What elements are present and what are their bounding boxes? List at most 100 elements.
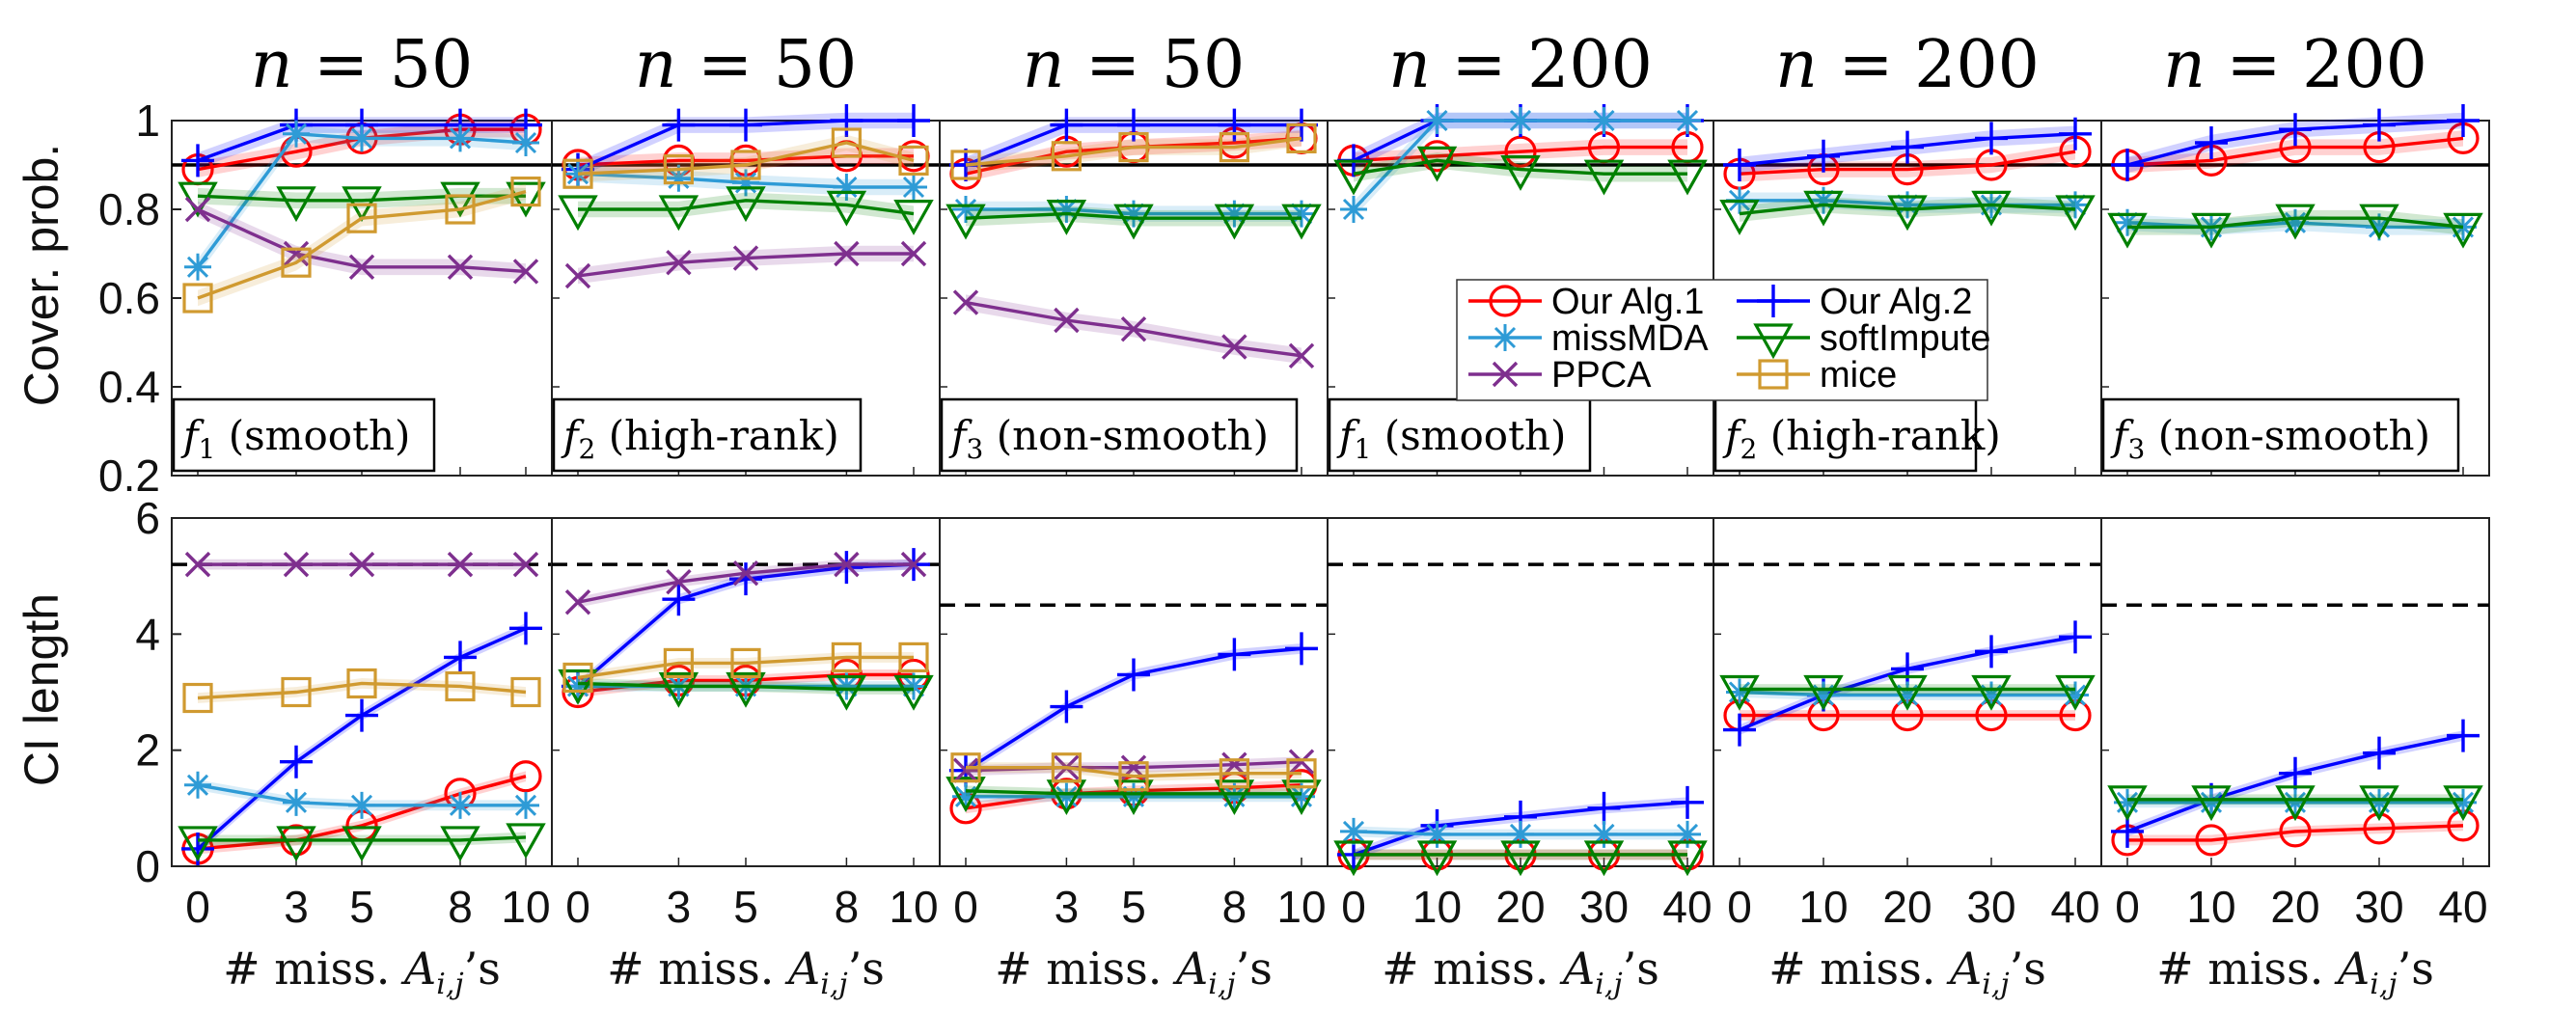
point-softImpute — [1971, 674, 2012, 711]
x-tick-label: 3 — [667, 882, 692, 932]
x-axis-label: # miss. Ai,j’s — [2156, 942, 2434, 1001]
point-missMDA — [283, 788, 310, 816]
point-softImpute — [276, 826, 316, 862]
series-alg2 — [1723, 117, 2092, 181]
point-mice — [831, 127, 863, 158]
legend-label: PPCA — [1551, 355, 1652, 396]
panel-coverage-5: n = 200 f2 (high-rank) — [1713, 27, 2102, 477]
annotation-text: f1 (smooth) — [1336, 412, 1566, 465]
x-tick-label: 5 — [1121, 882, 1146, 932]
annotation-text: f3 (non-smooth) — [948, 412, 1269, 465]
point-PPCA — [564, 262, 591, 289]
point-PPCA — [184, 196, 211, 223]
point-mice — [1118, 132, 1149, 163]
panel-length-6: 0 10 20 30 40# miss. Ai,j’s — [2100, 517, 2490, 1001]
point-PPCA — [564, 589, 591, 615]
band-PPCA — [578, 245, 914, 285]
y-tick-label: 6 — [135, 493, 160, 543]
point-mice — [950, 752, 981, 783]
line-softImpute — [1739, 203, 2076, 216]
point-softImpute — [1667, 159, 1708, 196]
point-softImpute — [2055, 195, 2096, 232]
point-PPCA — [447, 551, 474, 578]
x-tick-label: 5 — [733, 882, 758, 932]
point-missMDA — [2366, 213, 2393, 241]
point-alg2 — [2447, 104, 2480, 137]
point-alg2 — [1218, 638, 1251, 671]
point-softImpute — [2107, 212, 2148, 249]
point-alg2 — [830, 104, 863, 137]
band-missMDA — [198, 779, 526, 811]
point-softImpute — [1583, 159, 1625, 196]
point-missMDA — [348, 791, 375, 819]
point-softImpute — [558, 669, 598, 705]
x-tick-label: 8 — [835, 882, 860, 932]
series-alg2 — [562, 548, 930, 703]
point-softImpute — [945, 204, 986, 240]
point-alg2 — [280, 745, 313, 778]
annotation-box — [2101, 397, 2460, 473]
point-alg2 — [1891, 130, 1924, 164]
x-tick-label: 0 — [2115, 882, 2140, 932]
x-tick-label: 10 — [501, 882, 550, 932]
series-mice — [950, 752, 1317, 792]
point-alg2 — [509, 612, 542, 645]
legend-item-alg2: Our Alg.2 — [1737, 282, 1972, 322]
point-alg2 — [444, 641, 477, 674]
point-softImpute — [1113, 204, 1154, 240]
point-alg2 — [662, 583, 696, 616]
point-alg2 — [897, 104, 930, 137]
point-softImpute — [826, 674, 867, 711]
band-softImpute — [578, 192, 914, 222]
point-missMDA — [447, 791, 474, 819]
x-tick-label: 3 — [284, 882, 309, 932]
point-missMDA — [512, 791, 539, 819]
point-softImpute — [1583, 840, 1625, 877]
series-mice — [182, 177, 541, 314]
x-tick-label: 10 — [1798, 882, 1848, 932]
point-softImpute — [1719, 200, 1760, 235]
point-missMDA — [2114, 208, 2141, 236]
panel-title: n = 200 — [1775, 27, 2040, 103]
x-tick-label: 20 — [1495, 882, 1545, 932]
annotation-text: f3 (non-smooth) — [2110, 412, 2430, 465]
point-softImpute — [506, 181, 546, 218]
point-alg2 — [1218, 108, 1251, 142]
point-PPCA — [348, 254, 375, 281]
point-softImpute — [1113, 779, 1154, 816]
annotation-text: f2 (high-rank) — [1722, 412, 2001, 465]
series-mice — [562, 127, 929, 189]
band-alg1 — [198, 121, 526, 177]
annotation-box — [1713, 397, 1978, 473]
point-missMDA — [348, 124, 375, 152]
line-mice — [577, 655, 914, 680]
point-mice — [562, 662, 593, 694]
point-softImpute — [1500, 840, 1541, 877]
annotation-box — [940, 397, 1299, 473]
point-softImpute — [2275, 785, 2316, 822]
legend-box — [1456, 279, 1988, 401]
line-softImpute — [577, 681, 914, 692]
point-PPCA — [834, 240, 860, 267]
point-mice — [281, 247, 312, 278]
band-missMDA — [198, 125, 526, 276]
panel-coverage-2: n = 50 f2 (high-rank) — [551, 27, 941, 477]
point-alg1 — [1504, 135, 1537, 168]
line-softImpute — [578, 199, 915, 216]
point-PPCA — [666, 568, 692, 595]
row-ylabel-length: CI length — [14, 593, 69, 786]
point-missMDA — [283, 120, 310, 148]
point-mice — [730, 647, 761, 679]
x-tick-label: 10 — [889, 882, 938, 932]
point-missMDA — [1423, 107, 1451, 134]
point-missMDA — [2282, 208, 2309, 236]
panel-title: n = 50 — [635, 27, 858, 103]
legend-label: softImpute — [1820, 318, 1990, 359]
y-tick-label: 4 — [135, 609, 160, 659]
point-alg2 — [1050, 690, 1083, 723]
point-softImpute — [2191, 785, 2232, 822]
series-PPCA — [564, 240, 927, 289]
point-PPCA — [447, 254, 474, 281]
point-missMDA — [1053, 782, 1081, 810]
panel-title: n = 50 — [1023, 27, 1246, 103]
